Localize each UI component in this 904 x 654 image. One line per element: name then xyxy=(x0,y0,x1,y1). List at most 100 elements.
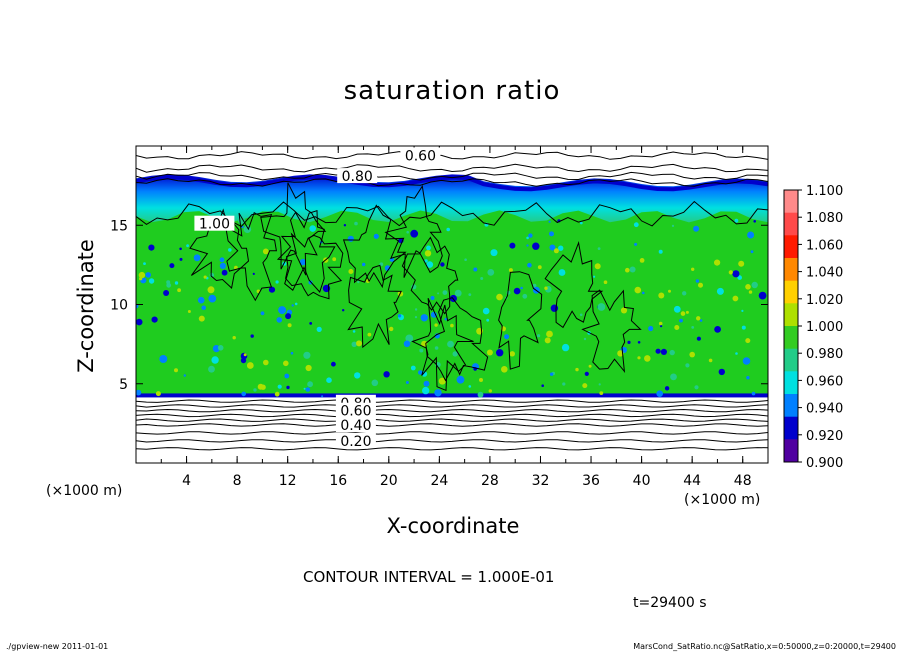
y-tick-label: 10 xyxy=(110,298,128,314)
contour-line xyxy=(136,151,768,160)
contour-label: 0.80 xyxy=(342,169,373,185)
footer-right: MarsCond_SatRatio.nc@SatRatio,x=0:50000,… xyxy=(633,642,896,651)
x-tick-label: 32 xyxy=(532,473,550,489)
field-speckle xyxy=(537,334,541,338)
field-speckle xyxy=(738,260,745,267)
contour-interval-label: CONTOUR INTERVAL = 1.000E-01 xyxy=(303,568,555,586)
field-speckle xyxy=(410,365,416,371)
colorbar-label: 1.040 xyxy=(806,266,843,281)
field-speckle xyxy=(579,313,583,317)
field-speckle xyxy=(734,218,739,223)
contour-label: 0.40 xyxy=(340,418,371,434)
x-tick-label: 48 xyxy=(734,473,752,489)
contour-line xyxy=(581,289,642,374)
field-speckle xyxy=(389,326,394,332)
field-speckle xyxy=(286,385,290,390)
contour-line xyxy=(401,236,459,315)
field-speckle xyxy=(303,351,311,359)
field-speckle xyxy=(685,310,689,314)
field-speckle xyxy=(155,391,161,397)
field-speckle xyxy=(342,309,345,312)
field-speckle xyxy=(208,294,217,303)
field-speckle xyxy=(479,378,483,382)
contour-label: 0.60 xyxy=(405,149,436,165)
field-speckle xyxy=(575,367,579,372)
field-speckle xyxy=(197,296,205,304)
colorbar: 1.100 1.080 1.060 1.040 1.020 1.000 0.980 0.960… xyxy=(783,184,843,471)
field-speckle xyxy=(309,225,317,232)
field-speckle xyxy=(634,242,638,246)
field-speckle xyxy=(549,231,554,237)
field-speckle xyxy=(424,250,432,257)
field-speckle xyxy=(354,372,361,379)
x-tick-label: 28 xyxy=(481,473,499,489)
field-speckle xyxy=(741,325,746,330)
field-speckle xyxy=(371,379,379,387)
field-speckle xyxy=(558,269,566,276)
field-speckle xyxy=(159,355,168,363)
colorbar-label: 1.100 xyxy=(806,184,843,199)
field-speckle xyxy=(426,245,431,251)
field-speckle xyxy=(597,303,606,311)
field-speckle xyxy=(583,337,587,341)
field-speckle xyxy=(414,308,418,311)
field-speckle xyxy=(695,279,700,283)
colorbar-swatch xyxy=(784,394,798,418)
field-speckle xyxy=(732,270,740,278)
field-speckle xyxy=(597,247,601,251)
field-speckle xyxy=(373,233,379,239)
field-speckle xyxy=(243,353,247,357)
contour-line xyxy=(136,423,768,427)
colorbar-swatch xyxy=(784,280,798,304)
x-tick-label: 16 xyxy=(329,473,347,489)
field-speckle xyxy=(203,275,207,279)
field-speckle xyxy=(294,302,298,306)
field-speckle xyxy=(668,289,671,293)
field-speckle xyxy=(501,366,508,373)
field-speckle xyxy=(504,334,510,340)
colorbar-label: 0.900 xyxy=(806,456,843,471)
contour-label: 1.00 xyxy=(199,217,230,233)
field-speckle xyxy=(658,292,665,299)
field-speckle xyxy=(309,322,313,325)
contour-label: 0.20 xyxy=(340,434,371,450)
field-speckle xyxy=(562,382,566,386)
field-speckle xyxy=(287,323,292,328)
field-speckle xyxy=(352,330,356,333)
contour-line xyxy=(136,399,768,403)
field-speckle xyxy=(718,368,725,376)
y-tick-label: 5 xyxy=(119,377,128,393)
x-tick-label: 44 xyxy=(683,473,701,489)
contour-line xyxy=(136,431,768,435)
contour-labels: 0.600.801.000.800.600.400.20 xyxy=(194,147,441,450)
field-speckle xyxy=(174,368,178,373)
field-speckle xyxy=(347,235,354,242)
field-speckle xyxy=(699,319,703,322)
field-speckle xyxy=(487,269,495,276)
field-speckle xyxy=(526,244,529,247)
field-speckle xyxy=(670,373,677,381)
field-speckle xyxy=(644,355,651,362)
field-speckle xyxy=(520,286,523,290)
field-speckle xyxy=(232,336,236,340)
field-speckle xyxy=(405,334,414,343)
field-speckle xyxy=(423,380,430,387)
colorbar-swatch xyxy=(784,258,798,282)
field-speckle xyxy=(468,385,472,388)
contour-line xyxy=(136,408,768,413)
field-speckle xyxy=(558,245,564,251)
colorbar-swatch xyxy=(784,326,798,350)
field-speckle xyxy=(219,257,225,263)
field-speckle xyxy=(473,267,478,272)
field-speckle xyxy=(187,310,191,313)
field-speckle xyxy=(737,275,742,280)
field-speckle xyxy=(136,318,143,326)
field-speckle xyxy=(526,236,529,240)
field-speckle xyxy=(418,370,423,375)
field-speckle xyxy=(284,373,290,379)
contour-label-bg xyxy=(194,215,235,231)
field-speckle xyxy=(240,352,248,360)
field-speckle xyxy=(496,349,504,357)
colorbar-swatch xyxy=(784,190,798,214)
